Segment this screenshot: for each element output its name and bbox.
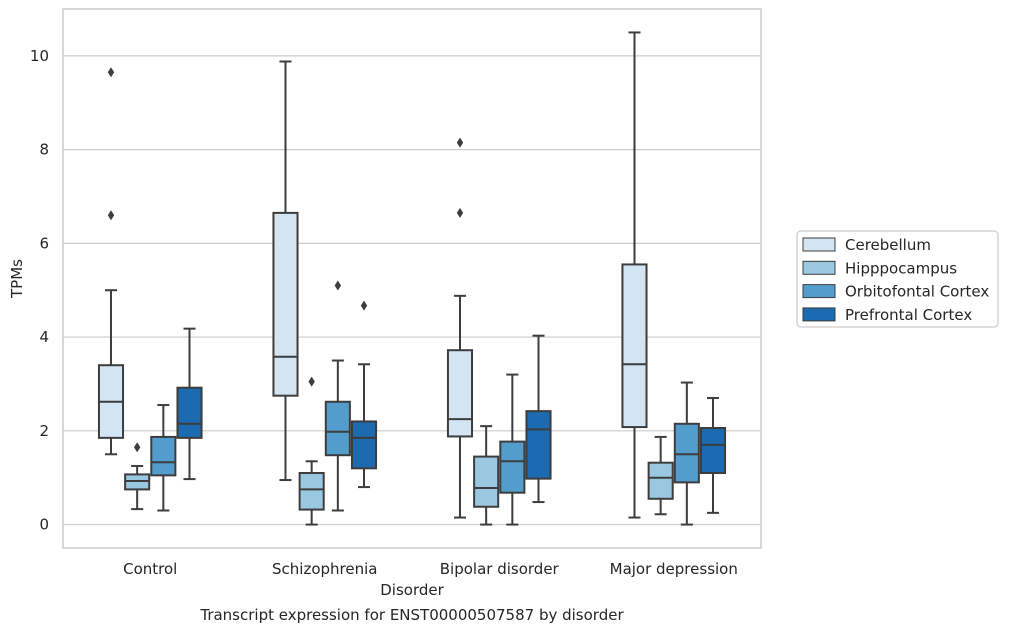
legend-label: Prefrontal Cortex (845, 306, 972, 324)
y-tick-label: 8 (39, 141, 49, 159)
y-tick-label: 2 (39, 422, 49, 440)
box-element (525, 334, 552, 504)
box-element (324, 280, 351, 512)
box (150, 435, 177, 477)
box (446, 349, 474, 438)
box-element (124, 442, 151, 511)
y-tick-label: 6 (39, 234, 49, 252)
box-element (150, 404, 177, 512)
box (473, 455, 500, 508)
y-axis-label: TPMs (8, 259, 26, 299)
box (647, 461, 674, 500)
box-element (621, 31, 648, 519)
box-element (446, 137, 474, 519)
y-tick-label: 0 (39, 516, 49, 534)
box-element (350, 300, 378, 489)
box (699, 427, 727, 475)
outlier-point (107, 210, 115, 221)
outlier-point (107, 67, 115, 78)
box (499, 440, 526, 494)
legend: Cerebellum Hipppocampus Orbitofontal Corte… (796, 230, 999, 328)
legend-swatch (802, 307, 836, 322)
box-element (97, 67, 125, 456)
box (176, 386, 203, 439)
box (350, 420, 378, 470)
x-tick-label: Bipolar disorder (440, 560, 560, 578)
box (525, 410, 552, 480)
x-axis-label: Disorder (380, 581, 444, 599)
box (298, 472, 325, 511)
box-element (298, 376, 325, 526)
legend-swatch (802, 237, 836, 252)
plot-frame (62, 8, 762, 549)
box (272, 211, 299, 397)
box-element (499, 373, 526, 526)
box (324, 400, 351, 457)
box (621, 263, 648, 429)
box-element (473, 425, 500, 526)
outlier-point (456, 137, 464, 148)
box (673, 422, 700, 484)
outlier-point (133, 442, 141, 453)
y-tick-label: 10 (30, 47, 49, 65)
outlier-point (334, 280, 342, 291)
y-tick-label: 4 (39, 328, 49, 346)
chart-caption: Transcript expression for ENST0000050758… (200, 606, 624, 624)
outlier-point (308, 376, 315, 387)
x-tick-label: Major depression (610, 560, 738, 578)
box-element (647, 435, 674, 516)
legend-swatch (802, 260, 836, 275)
outlier-point (456, 207, 464, 218)
legend-frame (796, 230, 999, 328)
box-element (673, 381, 700, 526)
box-element (176, 327, 203, 481)
outlier-point (360, 300, 368, 311)
legend-label: Orbitofontal Cortex (845, 283, 989, 301)
x-tick-label: Control (123, 560, 177, 578)
legend-swatch (802, 284, 836, 299)
legend-label: Cerebellum (845, 236, 931, 254)
box-element (272, 60, 299, 482)
x-tick-label: Schizophrenia (272, 560, 377, 578)
legend-label: Hipppocampus (845, 259, 957, 277)
box-element (699, 397, 727, 514)
